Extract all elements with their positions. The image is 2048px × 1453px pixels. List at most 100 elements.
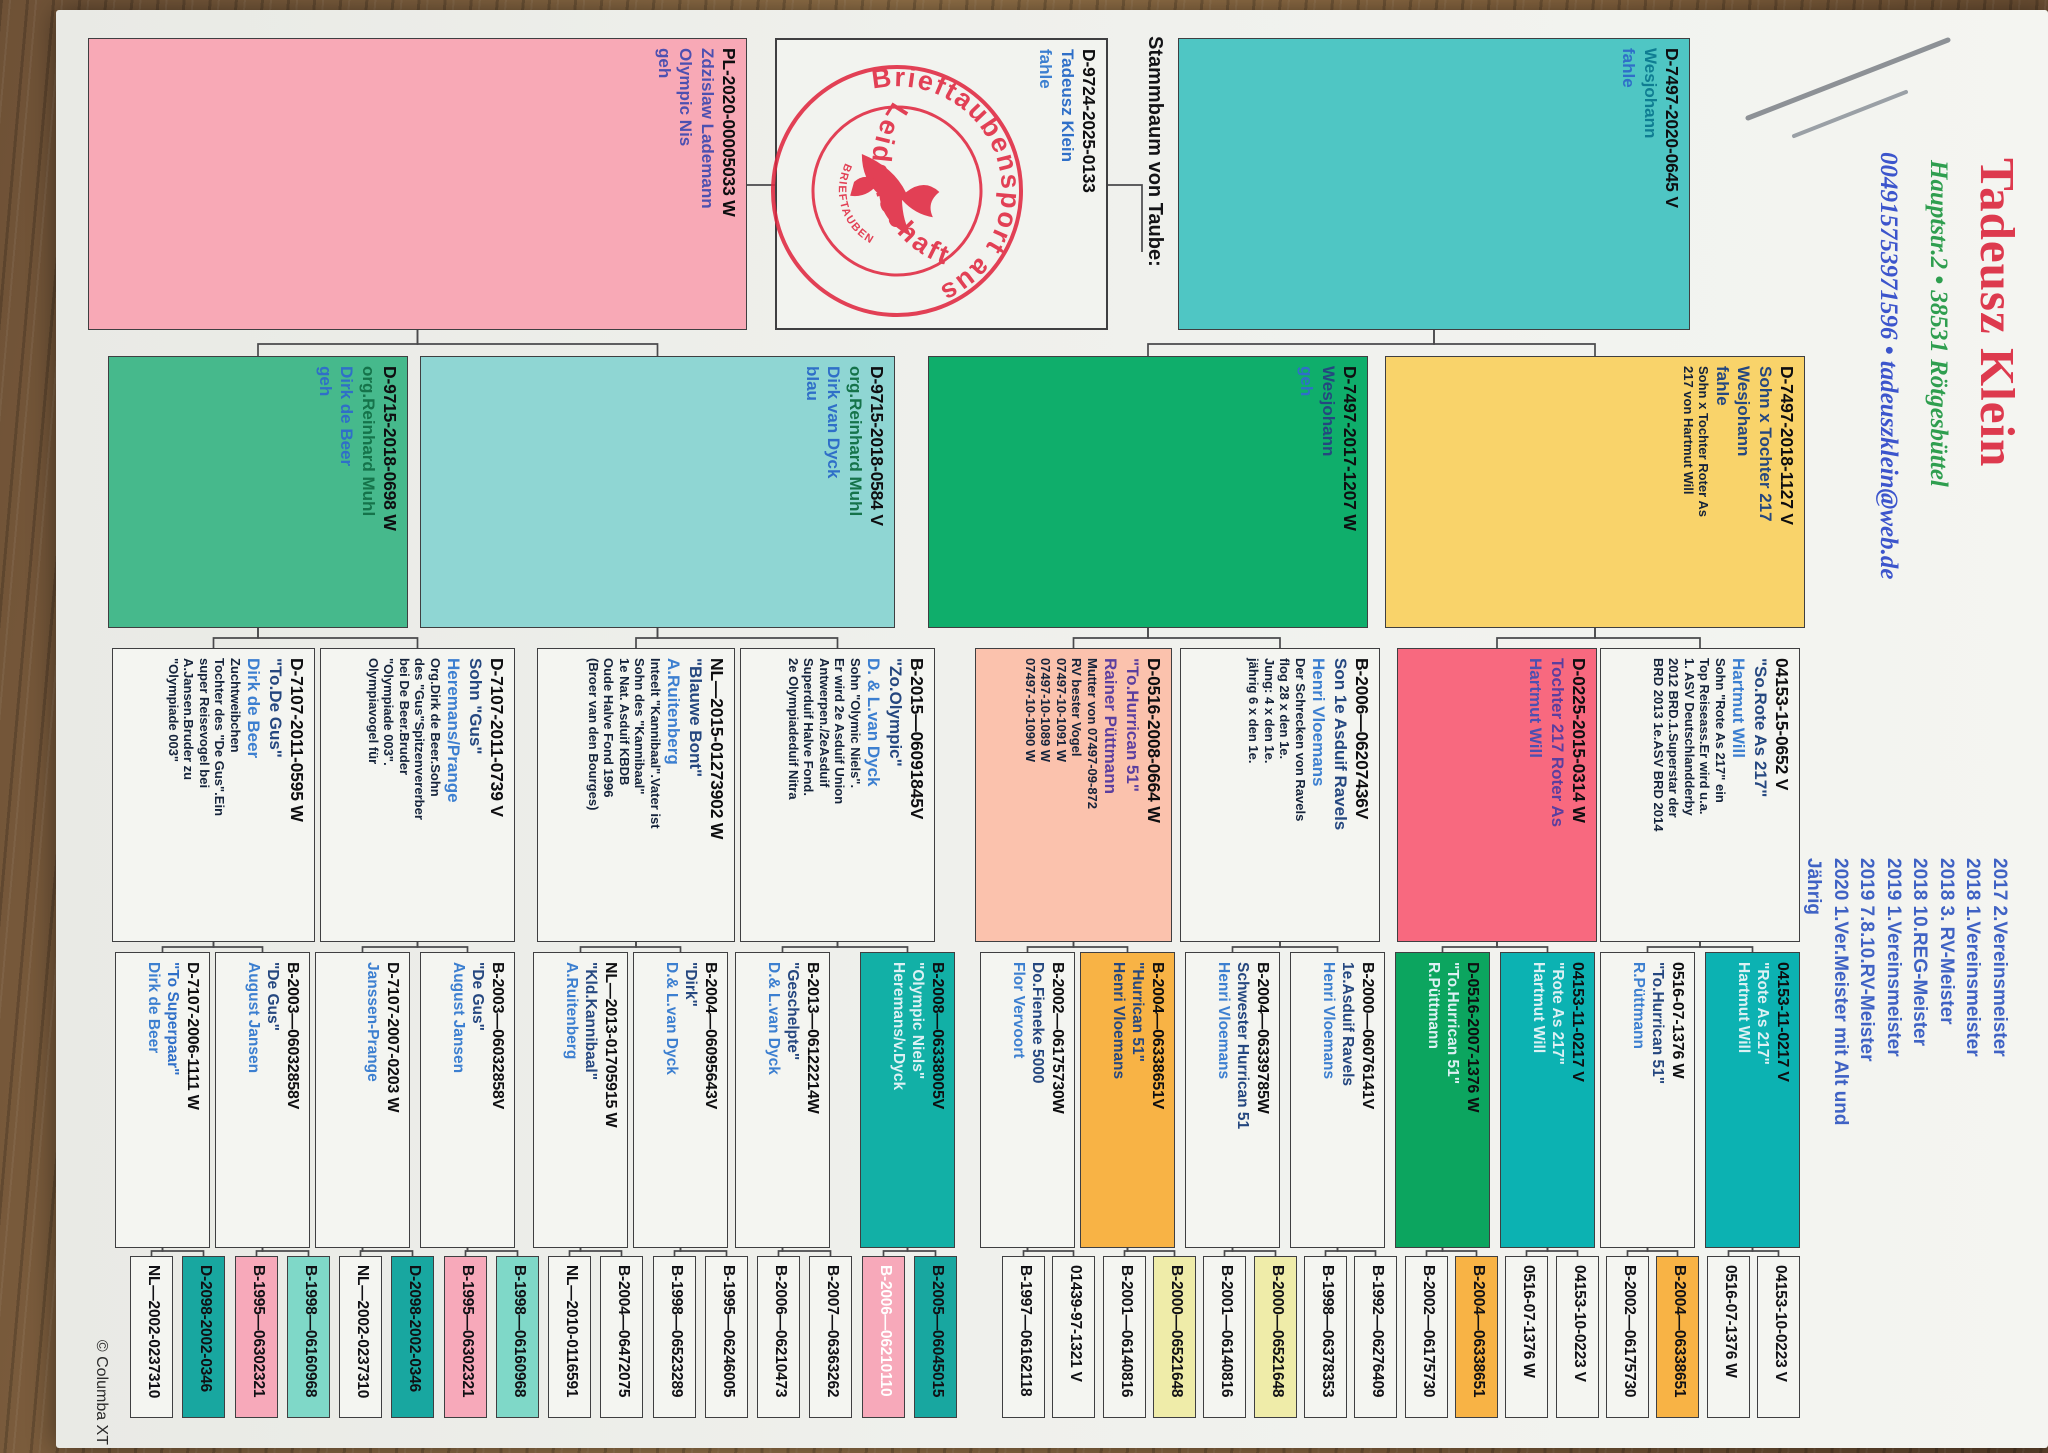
pedigree-box-gen5-1: 04153-10-0223 V [1757, 1256, 1800, 1418]
bird-name: Tochter 217 Roter As [1548, 658, 1567, 828]
breeder-name: D. & L.van Dyck [864, 658, 884, 787]
ring-number: B-2002—06175730 [1420, 1265, 1437, 1398]
pedigree-box-gen5-24: NL—2010-0116591 [548, 1256, 591, 1418]
ring-number: D-2098-2002-0346 [406, 1265, 423, 1392]
bird-name: "Olympic Niels" [909, 962, 927, 1080]
breeder-name: Henri Vloemans [1215, 962, 1233, 1080]
ring-number: B-2004—06338651 [1671, 1265, 1688, 1398]
ring-number: B-2000—06521648 [1269, 1265, 1286, 1398]
detail-line: flog 28 x den 1e. [1277, 658, 1293, 760]
detail-line: Mutter von 07497-09-872 [1085, 658, 1100, 810]
breeder-name: Dirk de Beer [244, 658, 264, 759]
breeder-name: Henri Vloemans [1110, 962, 1128, 1080]
bird-name: "To.Hurrican 51" [1444, 962, 1462, 1085]
breeder-name: Dirk van Dyck [824, 366, 844, 479]
ring-number: D-7497-2020-0645 V [1662, 48, 1682, 208]
bird-name: "To.De Gus" [266, 658, 285, 758]
ring-number: B-1995—06302321 [250, 1265, 267, 1398]
bird-name: Tadeusz Klein [1058, 49, 1077, 163]
detail-line: BRD 2013 1e.ASV BRD 2014 [1651, 658, 1666, 832]
bird-name: org.Reinhard Muhl [846, 366, 865, 517]
ring-number: 04153-10-0223 V [1772, 1265, 1789, 1382]
achievements-list: 2017 2.Vereinsmeister 2018 1.Vereinsmeist… [1800, 858, 2012, 1278]
bird-name: Sohn x Tochter 217 [1756, 366, 1775, 522]
ring-number: B-2004—06095643V [702, 962, 719, 1110]
ring-number: B-1998—06160968 [302, 1265, 319, 1398]
pedigree-box-gen4-1: 04153-11-0217 V "Rote As 217" Hartmut Will [1705, 952, 1800, 1248]
breeder-name: Hartmut Will [1729, 658, 1749, 758]
ring-number: B-2002—06175730W [1049, 962, 1066, 1114]
pedigree-box-gen5-11: B-2000—06521648 [1254, 1256, 1297, 1418]
bird-name: "Rote As 217" [1549, 962, 1567, 1065]
pedigree-box-gen4-5: B-2000—06076141V 1e.Asduif Ravels Henri Vl… [1290, 952, 1385, 1248]
achievement-line: 2019 7.8.10.RV-Meister [1856, 858, 1878, 1062]
pedigree-box-gen4-10: B-2013—06122214W "Geschelpte" D.& L.van Dy… [735, 952, 830, 1248]
pedigree-box-gen5-26: B-1995—06302321 [444, 1256, 487, 1418]
pedigree-box-gen5-10: B-1998—06378353 [1304, 1256, 1347, 1418]
bird-name: "Zo.Olympic" [886, 658, 905, 767]
breeder-name: August Jansen [245, 962, 263, 1074]
pedigree-box-gen5-17: B-2005—06045015 [914, 1256, 957, 1418]
ring-number: B-2001—06140816 [1218, 1265, 1235, 1398]
ring-number: B-2008—06338005V [929, 962, 946, 1110]
ring-number: B-2015—06091845V [907, 658, 927, 820]
pedigree-box-gen5-27: D-2098-2002-0346 [391, 1256, 434, 1418]
pedigree-box-gen5-18: B-2006—06210110 [862, 1256, 905, 1418]
detail-line: A.Jansen.Bruder zu [181, 658, 197, 781]
breeder-name: Olympic Nis [676, 48, 696, 147]
pedigree-box-gen4-16: D-7107-2006-1111 W "To Superpaar" Dirk de … [115, 952, 210, 1248]
bird-name: "Geschelpte" [784, 962, 802, 1061]
detail-line: 2012 BRD.1.Superstar der [1666, 658, 1682, 818]
ring-number: D-7107-2007-0203 W [384, 962, 401, 1113]
pedigree-box-gen5-4: B-2002—06175730 [1606, 1256, 1649, 1418]
ring-number: B-1998—06160968 [511, 1265, 528, 1398]
ring-number: NL—2002-0237310 [354, 1265, 371, 1399]
breeder-address: Hauptstr.2 • 38531 Rötgesbüttel [1925, 160, 1952, 487]
detail-line: 07497-10-1090 W [1023, 658, 1038, 763]
detail-line: 1. ASV Deutschlandderby [1682, 658, 1697, 816]
bird-name: "Rote As 217" [1754, 962, 1772, 1065]
achievement-line: 2020 1.Ver.Meister mit Alt und [1830, 858, 1851, 1126]
ring-number: B-2006—06210473 [772, 1265, 789, 1398]
bird-name: "So.Rote As 217" [1751, 658, 1770, 798]
pedigree-box-gen5-2: 0516-07-1376 W [1707, 1256, 1750, 1418]
ring-number: 0516-07-1376 W [1722, 1265, 1739, 1378]
breeder-name: fahle [1713, 366, 1732, 406]
ring-number: 04153-10-0223 V [1571, 1265, 1588, 1382]
breeder-name: Dirk de Beer [145, 962, 163, 1054]
breeder-name: Hartmut Will [1735, 962, 1753, 1054]
pedigree-box-gen5-23: B-2004—06472075 [600, 1256, 643, 1418]
ring-number: NL—2013-01705915 W [602, 962, 619, 1128]
detail-line: Der Schrecken von Ravels [1293, 658, 1308, 822]
bird-name: Janssen-Prange [364, 962, 382, 1082]
pedigree-box-gen5-25: B-1998—06160968 [496, 1256, 539, 1418]
breeder-name: R.Püttmann [1425, 962, 1443, 1049]
pedigree-box-gen4-12: NL—2013-01705915 W "Kld.Kannibaal" A.Ruite… [533, 952, 628, 1248]
detail-line: 07497-10-1091 W [1054, 658, 1069, 763]
bird-name: Wesjohann [1641, 48, 1660, 139]
achievement-line: Jährig [1803, 858, 1825, 916]
ring-number: B-2004—06338651V [1149, 962, 1166, 1110]
pedigree-box-gen4-11: B-2004—06095643V "Dirk" D.& L.van Dyck [633, 952, 728, 1248]
pedigree-box-gen4-6: B-2004—06339785W Schwester Hurrican 51 Hen… [1185, 952, 1280, 1248]
ring-number: 04153-11-0217 V [1569, 962, 1586, 1082]
detail-line: Tochter des "De Gus".Ein [212, 658, 228, 817]
pedigree-box-gen5-13: B-2000—06521648 [1153, 1256, 1196, 1418]
ring-number: B-2003—06032858V [284, 962, 301, 1110]
breeder-contact: 004915753971596 • tadeuszklein@web.de [1875, 152, 1902, 580]
pedigree-box-gen3-7: D-7107-2011-0739 V Sohn "Gus" Heremans/Pra… [320, 648, 515, 942]
detail-line: 07497-10-1089 W [1038, 658, 1054, 763]
bird-name: "De Gus" [264, 962, 282, 1031]
breeder-name: Heremans/v.Dyck [890, 962, 908, 1091]
detail-line: Olympiavogel für [366, 658, 381, 765]
ring-number: D-7497-2018-1127 V [1777, 366, 1797, 525]
ring-number: D-2098-2002-0346 [197, 1265, 214, 1392]
ring-number: 04153-15-0652 V [1772, 658, 1792, 791]
pedigree-box-gen5-14: B-2001—06140816 [1103, 1256, 1146, 1418]
software-credit: © Columba XT [93, 1339, 110, 1445]
ring-number: D-9715-2018-0698 W [380, 366, 400, 531]
pedigree-box-gen2-1: D-7497-2018-1127 V Sohn x Tochter 217 Wesj… [1385, 356, 1805, 628]
pedigree-box-gen5-29: B-1998—06160968 [287, 1256, 330, 1418]
